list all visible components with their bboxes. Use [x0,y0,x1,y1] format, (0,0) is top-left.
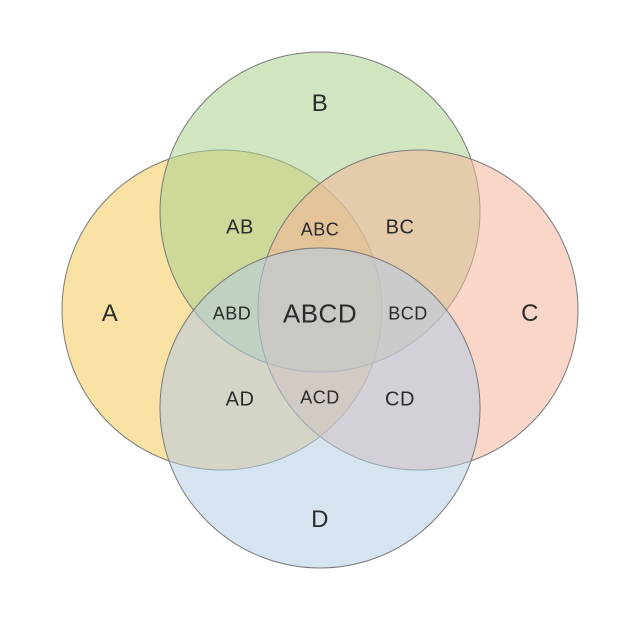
region-label-bc: BC [386,217,415,240]
venn-diagram: ABCDABBCADCDABCABDBCDACDABCD [0,0,640,620]
region-label-a: A [102,300,119,328]
region-label-ad: AD [226,389,255,412]
region-label-abd: ABD [213,304,252,325]
region-label-ab: AB [226,217,254,240]
region-label-abc: ABC [301,220,340,241]
region-label-c: C [521,300,539,328]
region-label-abcd: ABCD [283,299,357,330]
region-label-b: B [312,90,329,118]
region-label-cd: CD [385,389,415,412]
region-label-bcd: BCD [388,304,428,325]
region-label-acd: ACD [300,388,340,409]
region-label-d: D [311,506,329,534]
